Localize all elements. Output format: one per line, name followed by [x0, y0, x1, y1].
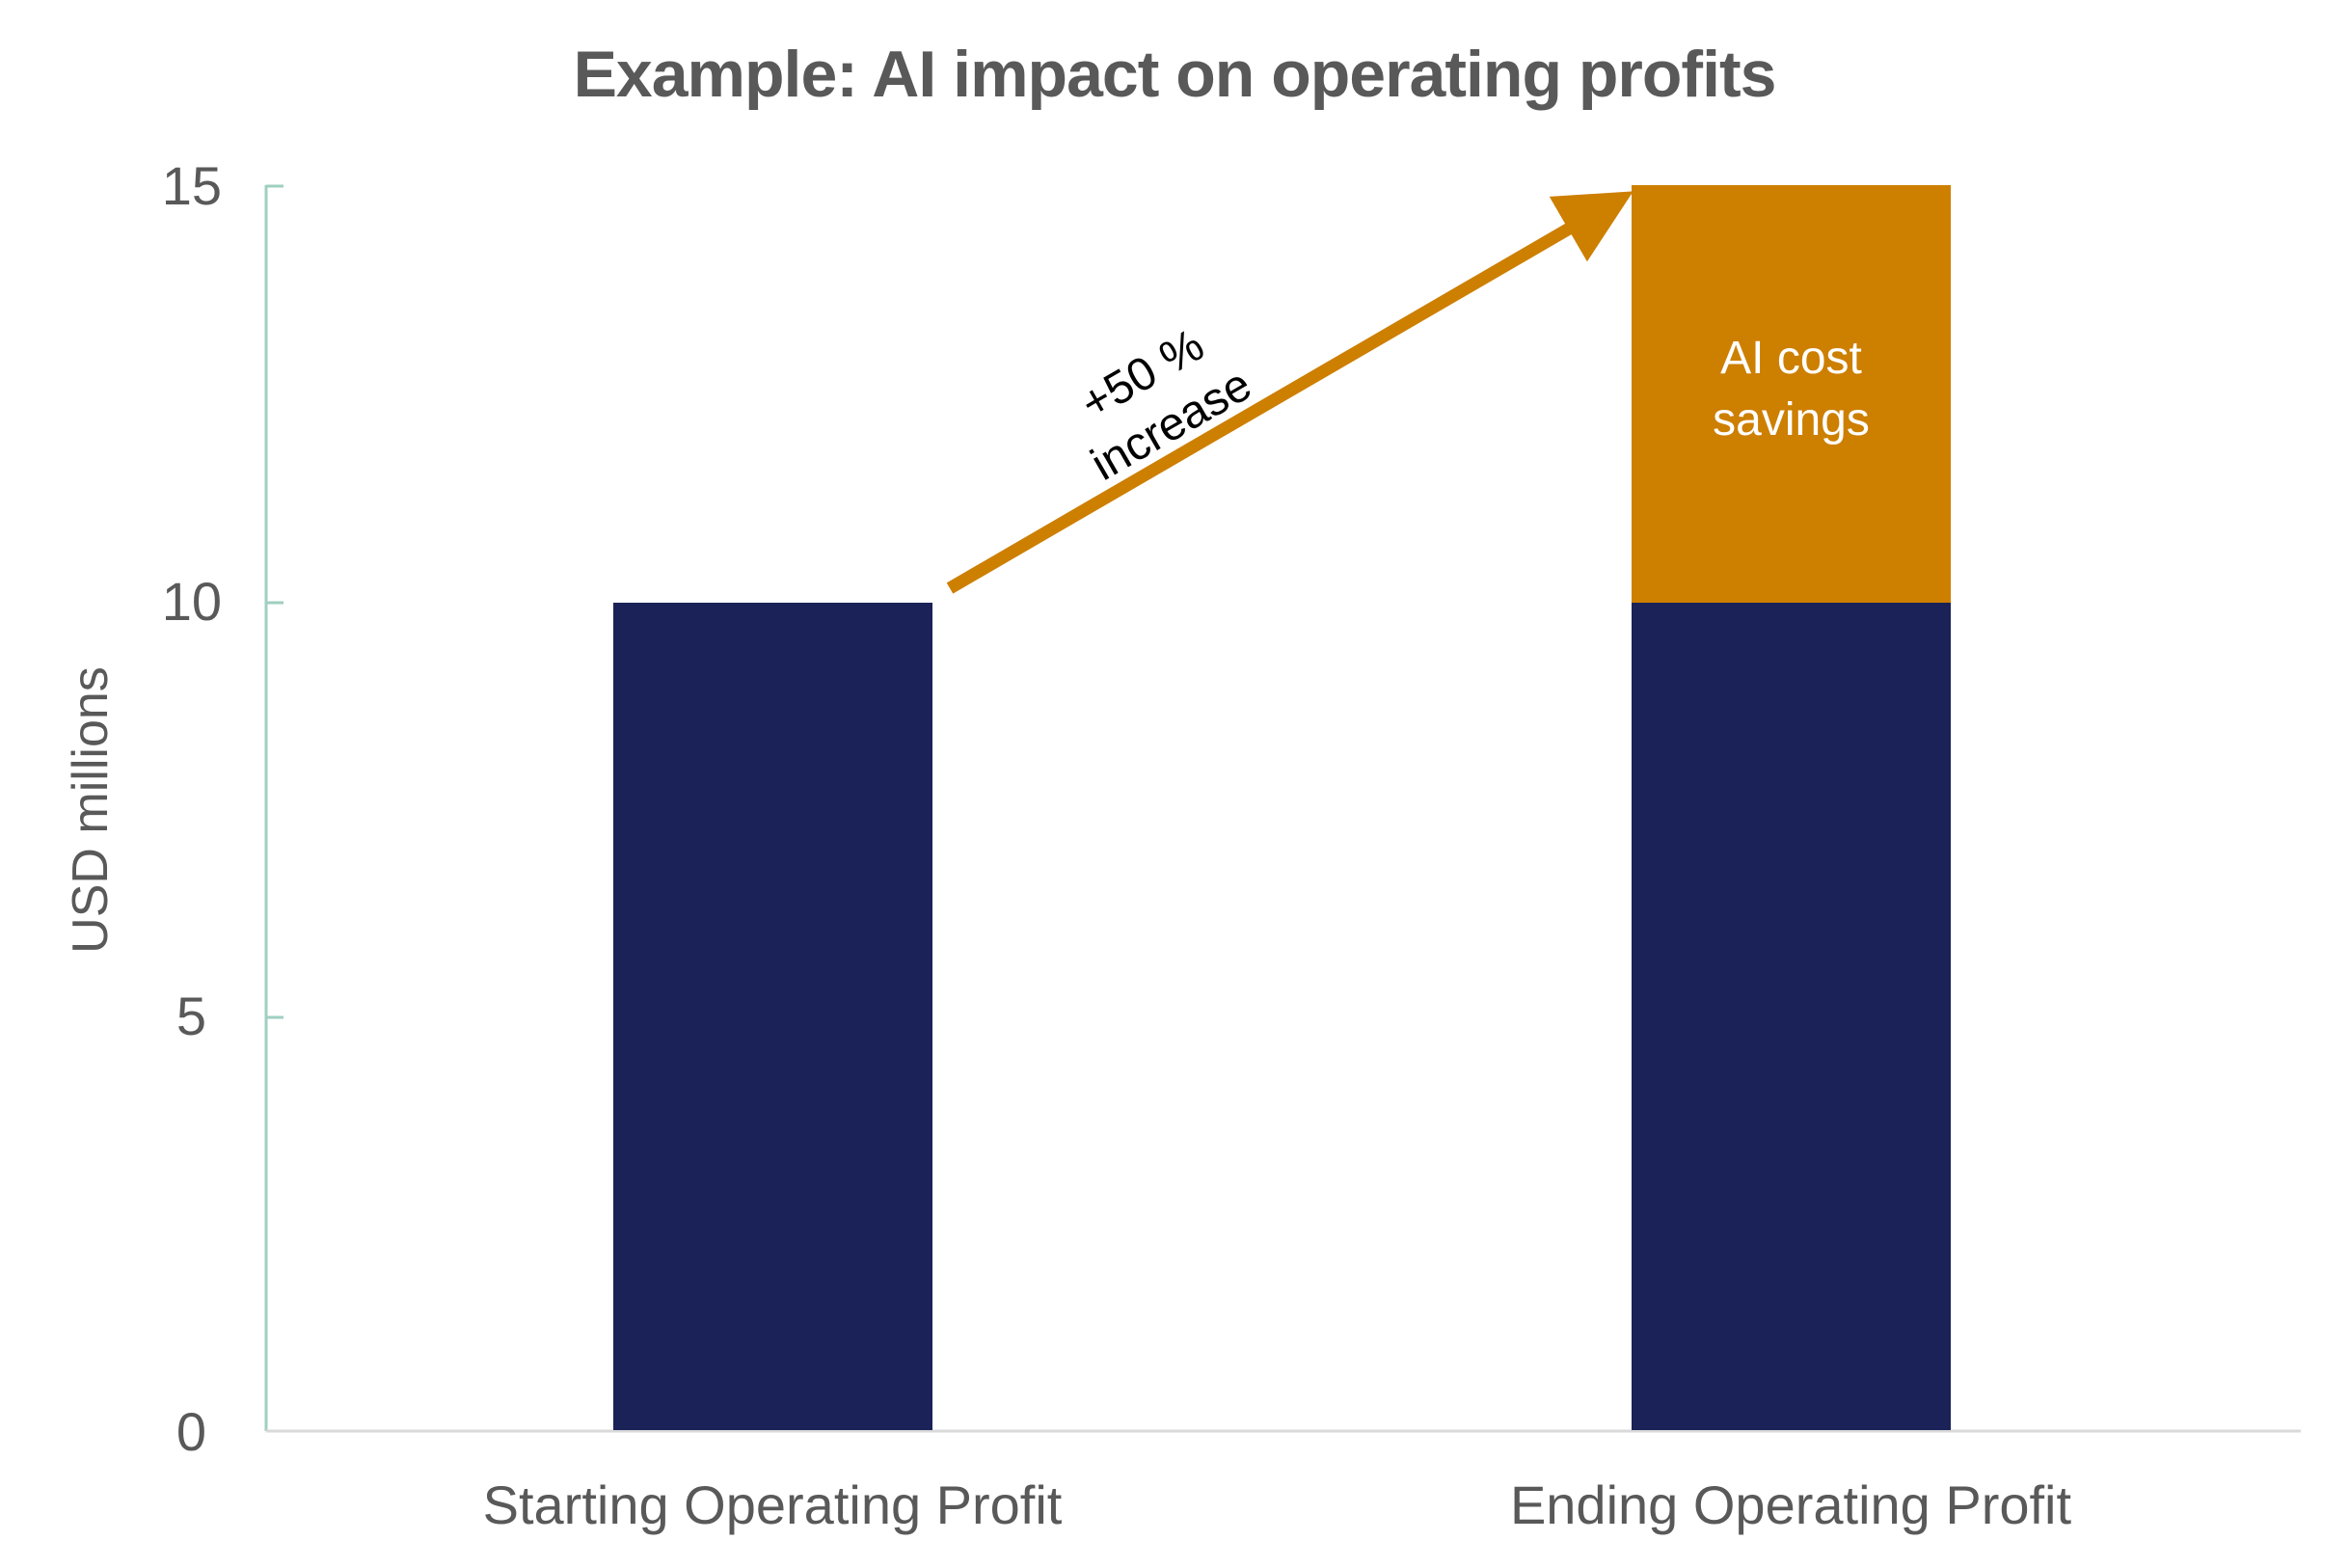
y-tick-label-15: 15: [161, 155, 222, 216]
y-tick-label-5: 5: [176, 986, 206, 1046]
y-tick-label-10: 10: [161, 571, 222, 632]
bar-ending-ai-savings: [1632, 185, 1951, 603]
x-label-ending: Ending Operating Profit: [1509, 1474, 2072, 1535]
ai-savings-label: AI cost savings: [1632, 328, 1951, 451]
bar-ending-profit-base: [1632, 603, 1951, 1430]
ai-savings-label-line2: savings: [1713, 394, 1870, 446]
ai-savings-label-line1: AI cost: [1720, 333, 1862, 384]
x-label-starting: Starting Operating Profit: [482, 1474, 1063, 1535]
increase-arrow-icon: [946, 191, 1634, 594]
chart-title: Example: AI impact on operating profits: [573, 38, 1777, 111]
y-axis-title: USD millions: [63, 666, 119, 954]
y-tick-label-0: 0: [176, 1401, 206, 1462]
bar-starting-profit: [613, 603, 932, 1430]
